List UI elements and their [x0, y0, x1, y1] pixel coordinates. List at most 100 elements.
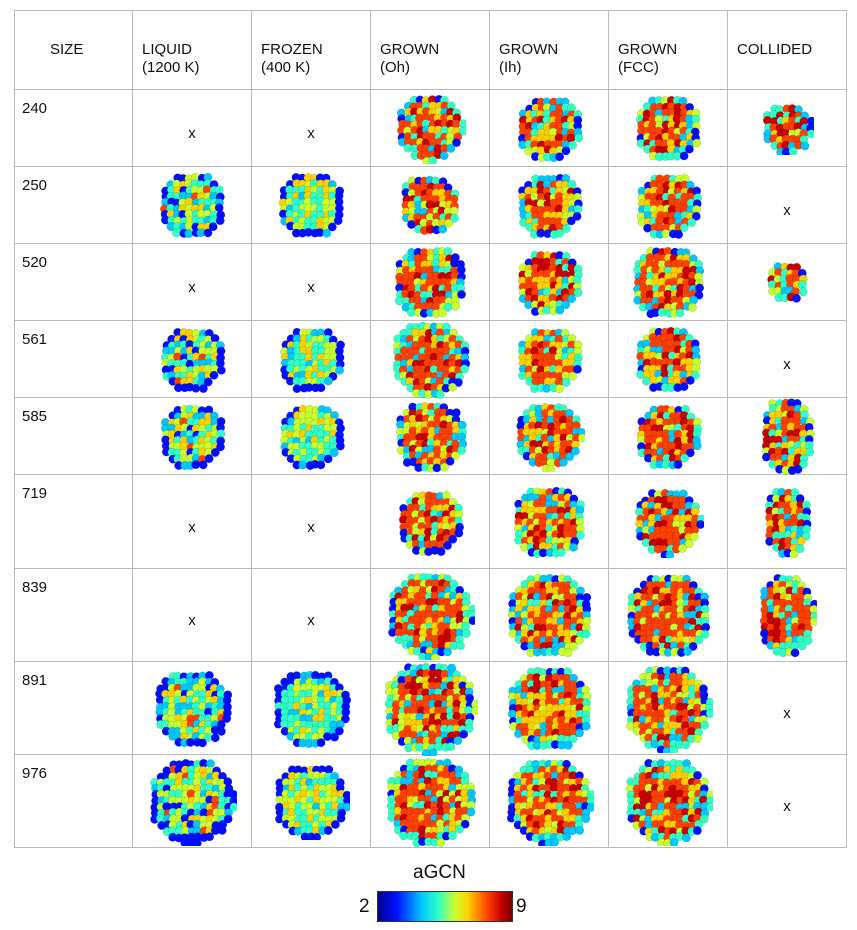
nanoparticle-render: [762, 104, 814, 155]
atom: [462, 629, 471, 638]
atom: [322, 228, 332, 238]
nanoparticle-render: [514, 486, 585, 558]
size-value: 585: [22, 408, 48, 425]
nanoparticle-render: [517, 97, 583, 162]
atom: [691, 211, 701, 221]
atom: [693, 734, 703, 743]
atom: [684, 144, 694, 154]
atom: [575, 530, 585, 540]
atom: [210, 448, 220, 457]
table-row: 585: [14, 397, 847, 475]
grown-fcc-cell: [608, 661, 728, 755]
atom: [681, 740, 691, 750]
atom: [446, 742, 456, 752]
atom: [669, 838, 679, 846]
size-cell: 719: [14, 474, 133, 569]
grown-ih-cell: [489, 397, 609, 475]
nanoparticle-render: [636, 326, 702, 393]
collided-cell: [727, 474, 847, 569]
atom: [192, 838, 202, 846]
nanoparticle-render: [506, 759, 594, 846]
frozen-cell: x: [251, 89, 371, 167]
liquid-cell: [132, 661, 252, 755]
atom: [216, 365, 226, 375]
size-cell: 976: [14, 754, 133, 848]
atom: [685, 375, 695, 385]
atom: [694, 635, 704, 645]
grown-oh-cell: [370, 397, 490, 475]
atom: [445, 456, 455, 466]
atom: [558, 457, 568, 467]
atom: [792, 293, 801, 303]
atom: [443, 540, 452, 550]
atom: [700, 629, 710, 639]
atom: [428, 155, 438, 164]
atom: [329, 448, 339, 458]
atom: [805, 447, 815, 457]
grown-fcc-cell: [608, 89, 728, 167]
atom: [685, 448, 695, 458]
atom: [796, 536, 806, 546]
atom: [210, 733, 220, 743]
atom: [561, 224, 571, 233]
atom: [561, 300, 571, 310]
table-row: 250 x: [14, 166, 847, 244]
atom: [761, 452, 771, 462]
header-size: SIZE: [14, 10, 133, 90]
atom: [572, 211, 582, 221]
atom: [464, 724, 474, 733]
header-frozen-label: FROZEN (400 K): [261, 41, 323, 76]
frozen-cell: x: [251, 568, 371, 662]
atom: [448, 382, 457, 392]
atom: [461, 621, 471, 631]
nanoparticle-render: [627, 574, 711, 658]
atom: [798, 287, 808, 297]
absent-mark: x: [783, 705, 791, 722]
atom: [223, 814, 233, 824]
atom: [575, 825, 585, 835]
collided-cell: [727, 243, 847, 321]
nanoparticle-render: [280, 404, 345, 470]
header-grown-oh: GROWN (Oh): [370, 10, 490, 90]
legend-max-label: 9: [516, 896, 527, 917]
atom: [692, 138, 702, 148]
atom: [316, 383, 326, 393]
nanoparticle-render: [388, 572, 475, 660]
nanoparticle-render: [507, 666, 592, 750]
nanoparticle-render: [626, 666, 713, 753]
atom: [441, 490, 451, 500]
atom: [690, 370, 700, 380]
atom: [436, 838, 446, 847]
atom: [669, 586, 679, 595]
liquid-cell: x: [132, 89, 252, 167]
atom: [563, 740, 573, 750]
atom: [448, 534, 458, 544]
atom: [458, 126, 466, 136]
size-cell: 891: [14, 661, 133, 755]
size-value: 240: [22, 100, 48, 117]
atom: [217, 825, 227, 835]
atom: [507, 709, 517, 719]
atom: [793, 464, 803, 474]
collided-cell: [727, 89, 847, 167]
atom: [229, 802, 237, 812]
atom: [459, 729, 469, 739]
atom: [323, 826, 333, 835]
nanoparticle-render: [633, 246, 705, 319]
atom: [335, 441, 345, 451]
atom: [459, 364, 469, 374]
atom: [789, 549, 799, 558]
header-collided: COLLIDED: [727, 10, 847, 90]
grown-oh-cell: [370, 166, 490, 244]
grown-ih-cell: [489, 474, 609, 569]
nanoparticle-render: [384, 663, 478, 756]
grown-oh-cell: [370, 474, 490, 569]
size-cell: 585: [14, 397, 133, 475]
atom: [699, 814, 709, 824]
atom: [330, 820, 340, 829]
atom: [191, 383, 201, 393]
atom: [172, 228, 181, 238]
nanoparticle-render: [636, 404, 702, 470]
nanoparticle-render: [278, 172, 345, 238]
atom: [452, 138, 461, 148]
